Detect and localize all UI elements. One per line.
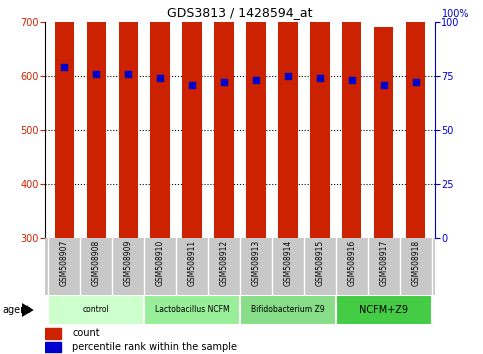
Text: NCFM+Z9: NCFM+Z9 (359, 305, 408, 315)
Point (412, 80, 420, 85)
Text: GSM508907: GSM508907 (60, 240, 69, 286)
Bar (374, 27, 394, 238)
Text: GSM508913: GSM508913 (252, 240, 260, 286)
Text: GSM508915: GSM508915 (315, 240, 325, 286)
Text: GSM508917: GSM508917 (379, 240, 388, 286)
Bar (183, 10, 201, 238)
Point (188, 82, 196, 87)
Text: count: count (72, 329, 100, 338)
Bar (240, 295, 336, 325)
Bar (45, 342, 60, 352)
Text: GSM508914: GSM508914 (284, 240, 292, 286)
Text: GSM508912: GSM508912 (219, 240, 228, 286)
Bar (278, 0, 298, 238)
Point (316, 75, 324, 81)
Text: control: control (83, 306, 110, 314)
Point (348, 78, 356, 83)
Text: 100%: 100% (442, 9, 469, 19)
Bar (342, 0, 361, 238)
Text: GSM508911: GSM508911 (187, 240, 197, 286)
Bar (246, 0, 266, 238)
Bar (311, 5, 329, 238)
Polygon shape (22, 303, 34, 317)
Bar (45, 328, 60, 338)
Point (252, 78, 260, 83)
Text: Lactobacillus NCFM: Lactobacillus NCFM (155, 306, 229, 314)
Text: GSM508918: GSM508918 (412, 240, 420, 286)
Text: GSM508910: GSM508910 (156, 240, 165, 286)
Point (60, 64, 68, 70)
Bar (151, 0, 170, 238)
Bar (48, 295, 144, 325)
Bar (55, 0, 74, 238)
Point (284, 73, 292, 79)
Text: agent: agent (2, 305, 30, 315)
Point (380, 82, 388, 87)
Text: GSM508916: GSM508916 (347, 240, 356, 286)
Bar (336, 295, 432, 325)
Text: percentile rank within the sample: percentile rank within the sample (72, 342, 237, 352)
Text: Bifidobacterium Z9: Bifidobacterium Z9 (251, 306, 325, 314)
Point (92, 71, 100, 77)
Bar (214, 0, 234, 238)
Title: GDS3813 / 1428594_at: GDS3813 / 1428594_at (167, 6, 313, 19)
Text: GSM508908: GSM508908 (92, 240, 100, 286)
Point (220, 80, 228, 85)
Point (156, 75, 164, 81)
Point (124, 71, 132, 77)
Bar (144, 295, 240, 325)
Bar (406, 22, 426, 238)
Bar (118, 0, 138, 238)
Text: GSM508909: GSM508909 (124, 240, 133, 286)
Bar (86, 0, 106, 238)
